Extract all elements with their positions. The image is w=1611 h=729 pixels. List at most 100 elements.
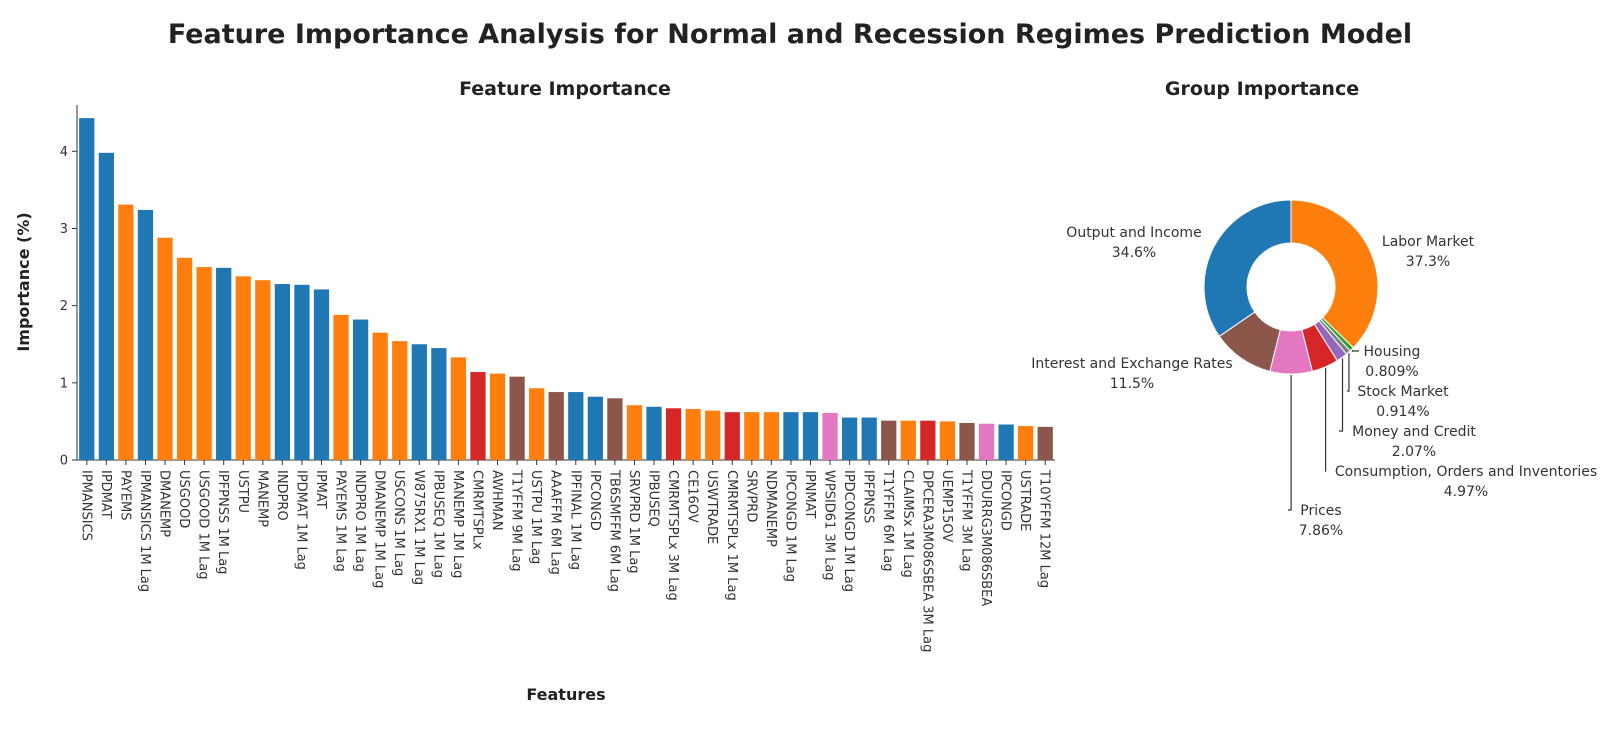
bar-tb6smffm-6m-lag — [607, 398, 623, 460]
x-tick-label-ustpu-1m-lag: USTPU 1M Lag — [528, 470, 543, 564]
bar-indpro-1m-lag — [352, 319, 369, 460]
bar-ce16ov — [685, 409, 701, 460]
x-tick-label-indpro: INDPRO — [274, 470, 289, 521]
x-tick-label-ipfpnss-1m-lag: IPFPNSS 1M Lag — [215, 470, 230, 574]
y-tick-label: 2 — [60, 299, 68, 314]
bar-t1yffm-6m-lag — [881, 420, 897, 460]
bar-ipmat — [313, 289, 330, 460]
y-ticks: 0 1 2 3 4 — [60, 145, 77, 469]
x-tick-label-ipdmat-1m-lag: IPDMAT 1M Lag — [293, 470, 308, 570]
bar-ipmansics-1m-lag — [137, 209, 154, 460]
leader-line-housing — [1351, 349, 1359, 352]
x-tick-label-wpsid61-3m-lag: WPSID61 3M Lag — [822, 470, 837, 581]
x-tick-label-ipcongd: IPCONGD — [998, 470, 1013, 531]
x-tick-label-cmrmtsplx: CMRMTSPLx — [469, 470, 484, 550]
x-tick-label-claimsx-1m-lag: CLAIMSx 1M Lag — [900, 470, 915, 578]
pie-value-labor-market: 37.3% — [1406, 254, 1450, 270]
x-tick-label-t1yffm-3m-lag: T1YFFM 3M Lag — [958, 469, 973, 572]
x-tick-label-ustrade: USTRADE — [1017, 470, 1032, 531]
x-tick-label-uscons-1m-lag: USCONS 1M Lag — [391, 470, 406, 576]
bar-indpro — [274, 284, 291, 460]
bar-srvprd-1m-lag — [626, 405, 643, 460]
x-tick-label-dpcera3m086sbea-3m-lag: DPCERA3M086SBEA 3M Lag — [919, 470, 934, 652]
y-tick-label: 3 — [60, 222, 68, 237]
pie-label-prices: Prices — [1300, 503, 1341, 519]
pie-label-money-and-credit: Money and Credit — [1352, 424, 1476, 440]
x-tick-label-ipmat: IPMAT — [313, 470, 328, 509]
bar-ipfpnss-1m-lag — [216, 267, 232, 460]
x-tick-label-indpro-1m-lag: INDPRO 1M Lag — [352, 470, 367, 572]
x-tick-label-ipcongd: IPCONGD — [587, 470, 602, 531]
x-tick-label-uemp15ov: UEMP15OV — [939, 470, 954, 542]
x-tick-label-usgood-1m-lag: USGOOD 1M Lag — [196, 470, 211, 580]
x-tick-label-usgood: USGOOD — [176, 470, 191, 528]
y-tick-label: 4 — [60, 145, 68, 160]
pie-label-stock-market: Stock Market — [1357, 384, 1449, 400]
bar-chart-title: Feature Importance — [459, 78, 671, 100]
bar-awhman — [489, 373, 506, 460]
bar-ipfinal-1m-lag — [568, 392, 584, 460]
pie-label-interest-and-exchange-rates: Interest and Exchange Rates — [1031, 356, 1232, 372]
x-tick-label-t10yffm-12m-lag: T10YFFM 12M Lag — [1037, 469, 1052, 588]
x-tick-label-ipdcongd-1m-lag: IPDCONGD 1M Lag — [841, 470, 856, 592]
pie-label-output-and-income: Output and Income — [1066, 225, 1201, 241]
bar-dmanemp — [157, 237, 173, 460]
pie-label-housing: Housing — [1364, 344, 1421, 360]
x-tick-label-srvprd-1m-lag: SRVPRD 1M Lag — [626, 470, 641, 574]
x-tick-label-ipcongd-1m-lag: IPCONGD 1M Lag — [782, 470, 797, 582]
x-tick-label-dmanemp: DMANEMP — [157, 470, 172, 537]
bar-ipmansics — [79, 118, 95, 460]
pie-value-output-and-income: 34.6% — [1112, 245, 1156, 261]
bar-cmrmtsplx-3m-lag — [665, 408, 682, 460]
bar-aaaffm-6m-lag — [548, 392, 564, 460]
bar-claimsx-1m-lag — [900, 420, 916, 460]
y-tick-label: 1 — [60, 376, 68, 391]
bar-ipdcongd-1m-lag — [841, 417, 858, 460]
slice-output-and-income — [1203, 199, 1292, 338]
x-tick-label-ddurrg3m086sbea: DDURRG3M086SBEA — [978, 470, 993, 606]
pie-chart-title: Group Importance — [1165, 78, 1359, 100]
bar-dpcera3m086sbea-3m-lag — [920, 420, 936, 460]
bar-w875rx1-1m-lag — [411, 344, 427, 460]
bar-ddurrg3m086sbea — [978, 423, 995, 460]
bar-ipdmat — [98, 152, 114, 460]
pie-slices — [1203, 199, 1379, 375]
bars — [79, 118, 1053, 460]
x-tick-label-awhman: AWHMAN — [489, 470, 504, 531]
bar-ipdmat-1m-lag — [294, 284, 310, 460]
x-tick-label-dmanemp-1m-lag: DMANEMP 1M Lag — [372, 470, 387, 588]
bar-ipfpnss — [861, 417, 877, 460]
y-axis-title: Importance (%) — [14, 212, 33, 351]
bar-ipbuseq-1m-lag — [431, 348, 447, 460]
x-tick-label-aaaffm-6m-lag: AAAFFM 6M Lag — [548, 470, 563, 575]
x-ticks: IPMANSICS IPDMAT PAYEMS IPMANSICS 1M Lag DMA… — [78, 460, 1052, 652]
x-tick-label-ipmansics: IPMANSICS — [78, 470, 93, 541]
pie-value-consumption-orders-and-inventories: 4.97% — [1444, 484, 1488, 500]
pie-label-consumption-orders-and-inventories: Consumption, Orders and Inventories — [1335, 464, 1597, 480]
pie-value-prices: 7.86% — [1299, 523, 1343, 539]
bar-ustpu-1m-lag — [529, 388, 545, 460]
bar-ustrade — [1018, 426, 1034, 460]
x-tick-label-t1yffm-9m-lag: T1YFFM 9M Lag — [509, 469, 524, 572]
bar-ipcongd — [998, 424, 1014, 460]
x-tick-label-srvprd: SRVPRD — [743, 470, 758, 522]
figure-title: Feature Importance Analysis for Normal a… — [168, 19, 1412, 50]
x-axis-title: Features — [526, 685, 605, 704]
bar-chart: Feature Importance 0 1 2 3 4 IPMANSICS IPDMAT… — [14, 78, 1055, 704]
pie-labels: Labor Market 37.3% Housing 0.809% Stock Mark… — [1031, 225, 1597, 539]
bar-ipcongd — [587, 396, 603, 460]
x-tick-label-payems-1m-lag: PAYEMS 1M Lag — [333, 470, 348, 572]
x-tick-label-ustpu: USTPU — [235, 470, 250, 513]
leader-line-prices — [1288, 374, 1292, 511]
x-tick-label-ipfinal-1m-lag: IPFINAL 1M Lag — [567, 470, 582, 570]
bar-t1yffm-9m-lag — [509, 376, 525, 460]
x-tick-label-uswtrade: USWTRADE — [704, 470, 719, 544]
pie-value-stock-market: 0.914% — [1376, 404, 1429, 420]
bar-uswtrade — [705, 410, 721, 460]
pie-value-interest-and-exchange-rates: 11.5% — [1110, 376, 1154, 392]
leader-line-money-and-credit — [1339, 358, 1344, 432]
bar-usgood-1m-lag — [196, 267, 212, 460]
bar-wpsid61-3m-lag — [822, 412, 838, 460]
